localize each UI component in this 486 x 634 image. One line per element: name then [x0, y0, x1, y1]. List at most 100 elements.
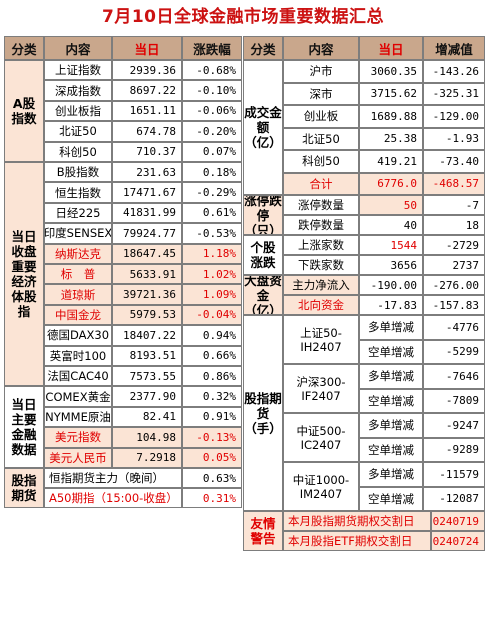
left-row-item: COMEX黄金	[44, 386, 112, 407]
left-row-change: -0.53%	[182, 223, 242, 244]
right-header-2: 当日	[359, 36, 423, 60]
left-row-item: 美元指数	[44, 427, 112, 448]
right-header-3: 增减值	[423, 36, 485, 60]
left-row-change: 0.07%	[182, 141, 242, 162]
left-row-change: 0.91%	[182, 406, 242, 428]
left-row-value: 5979.53	[112, 304, 182, 326]
left-group-1: 当日收盘重要经济体股指	[4, 162, 44, 387]
left-row-item: B股指数	[44, 162, 112, 183]
left-row-value: 7.2918	[112, 447, 182, 468]
futures-row-delta: -4776	[423, 315, 485, 340]
futures-contract-name: 中证500-IC2407	[283, 413, 359, 462]
notice-item: 本月股指ETF期权交割日	[283, 531, 431, 551]
left-header-2: 当日	[112, 36, 182, 60]
left-row-value: 8193.51	[112, 345, 182, 366]
left-row-item: 创业板指	[44, 100, 112, 122]
left-row-value: 2377.90	[112, 386, 182, 407]
left-row-value: 8697.22	[112, 80, 182, 101]
right-row-item: 跌停数量	[283, 215, 359, 235]
futures-contract-name: 沪深300-IF2407	[283, 364, 359, 413]
left-row-change: -0.68%	[182, 60, 242, 81]
left-row-value: 2939.36	[112, 60, 182, 81]
left-row-change: 1.02%	[182, 264, 242, 285]
left-row-change: 0.63%	[182, 468, 242, 488]
futures-row-delta: -9247	[423, 413, 485, 438]
left-row-change: 1.18%	[182, 243, 242, 264]
notice-date: 20240719	[431, 511, 485, 531]
right-row-delta: -143.26	[423, 60, 485, 83]
right-row-item: 创业板	[283, 105, 359, 128]
right-row-value: 1689.88	[359, 105, 423, 128]
left-row-value: 79924.77	[112, 223, 182, 244]
right-row-item: 沪市	[283, 60, 359, 83]
notice-date: 20240724	[431, 531, 485, 551]
right-row-value: 50	[359, 195, 423, 215]
left-row-item: 印度SENSEX	[44, 223, 112, 244]
left-group-2: 当日主要金融数据	[4, 386, 44, 468]
right-row-delta: -276.00	[423, 275, 485, 295]
left-row-change: 0.66%	[182, 345, 242, 366]
left-row-value: 39721.36	[112, 284, 182, 305]
left-row-item: 道琼斯	[44, 284, 112, 305]
left-row-value: 104.98	[112, 427, 182, 448]
left-row-value: 7573.55	[112, 366, 182, 387]
right-row-value: 3656	[359, 255, 423, 275]
futures-row-delta: -11579	[423, 462, 485, 487]
futures-row-delta: -5299	[423, 339, 485, 364]
left-row-value: 82.41	[112, 406, 182, 428]
left-row-item: 中国金龙	[44, 304, 112, 326]
left-row-change: 0.32%	[182, 386, 242, 407]
right-row-value: -190.00	[359, 275, 423, 295]
right-row-delta: -1.93	[423, 127, 485, 150]
right-row-item: 上涨家数	[283, 235, 359, 255]
left-row-item: 英富时100	[44, 345, 112, 366]
left-row-value: 17471.67	[112, 182, 182, 203]
right-row-delta: -157.83	[423, 295, 485, 315]
left-row-item: 纳斯达克	[44, 243, 112, 264]
futures-row-item: 空单增减	[359, 388, 423, 413]
right-row-delta: -7	[423, 195, 485, 215]
left-row-change: 0.94%	[182, 325, 242, 346]
right-row-delta: -129.00	[423, 105, 485, 128]
right-row-item: 深市	[283, 82, 359, 105]
futures-row-item: 多单增减	[359, 315, 423, 340]
left-group-0: A股指数	[4, 60, 44, 162]
futures-row-delta: -7809	[423, 388, 485, 413]
right-row-value: 3715.62	[359, 82, 423, 105]
right-row-item: 合计	[283, 172, 359, 195]
right-row-item: 主力净流入	[283, 275, 359, 295]
right-row-delta: 2737	[423, 255, 485, 275]
left-row-item: A50期指（15:00-收盘）	[44, 488, 182, 508]
left-row-item: 标 普	[44, 264, 112, 285]
left-row-value: 18647.45	[112, 243, 182, 264]
futures-row-item: 多单增减	[359, 364, 423, 389]
left-row-change: -0.29%	[182, 182, 242, 203]
left-row-value: 41831.99	[112, 202, 182, 224]
left-row-value: 5633.91	[112, 264, 182, 285]
right-row-value: 6776.0	[359, 172, 423, 195]
right-row-delta: -468.57	[423, 172, 485, 195]
futures-row-item: 空单增减	[359, 339, 423, 364]
right-row-value: 419.21	[359, 150, 423, 173]
left-row-change: -0.13%	[182, 427, 242, 448]
futures-row-item: 空单增减	[359, 437, 423, 462]
left-row-change: 0.05%	[182, 447, 242, 468]
futures-contract-name: 中证1000-IM2407	[283, 462, 359, 511]
left-row-change: -0.20%	[182, 121, 242, 142]
left-row-item: 恒生指数	[44, 182, 112, 203]
right-row-item: 科创50	[283, 150, 359, 173]
futures-row-delta: -9289	[423, 437, 485, 462]
right-group-flow: 大盘资金（亿）	[243, 275, 283, 315]
left-row-item: NYMME原油	[44, 406, 112, 428]
left-row-value: 1651.11	[112, 100, 182, 122]
right-row-item: 涨停数量	[283, 195, 359, 215]
right-row-delta: -325.31	[423, 82, 485, 105]
page-title: 7月10日全球金融市场重要数据汇总	[102, 7, 384, 27]
right-row-value: 25.38	[359, 127, 423, 150]
futures-contract-name: 上证50-IH2407	[283, 315, 359, 364]
left-row-change: 0.31%	[182, 488, 242, 508]
left-row-item: 日经225	[44, 202, 112, 224]
left-header-1: 内容	[44, 36, 112, 60]
left-row-change: 0.61%	[182, 202, 242, 224]
